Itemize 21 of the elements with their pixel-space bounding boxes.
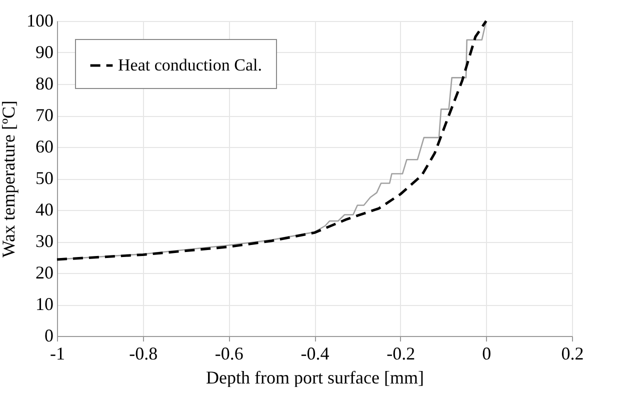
- x-tick-label: 0: [482, 344, 492, 364]
- y-tick-label: 20: [36, 262, 54, 282]
- x-tick-label: -0.2: [386, 344, 416, 364]
- y-axis-title: Wax temperature [ºC]: [0, 100, 18, 258]
- y-tick-label: 100: [26, 10, 54, 30]
- y-tick-label: 70: [36, 105, 54, 125]
- y-tick-label: 50: [36, 168, 54, 188]
- x-tick-label: 0.2: [561, 344, 584, 364]
- x-axis-title: Depth from port surface [mm]: [206, 368, 424, 388]
- y-tick-label: 90: [36, 42, 54, 62]
- y-tick-label: 0: [44, 326, 54, 346]
- x-tick-label: -0.8: [129, 344, 158, 364]
- x-tick-label: -0.6: [214, 344, 244, 364]
- y-tick-label: 60: [36, 136, 54, 156]
- y-tick-label: 80: [36, 74, 54, 94]
- x-tick-label: -0.4: [300, 344, 330, 364]
- x-tick-label: -1: [50, 344, 65, 364]
- y-tick-label: 30: [36, 231, 54, 251]
- y-tick-label: 40: [36, 200, 54, 220]
- y-tick-label: 10: [36, 294, 54, 314]
- legend-label: Heat conduction Cal.: [118, 56, 262, 74]
